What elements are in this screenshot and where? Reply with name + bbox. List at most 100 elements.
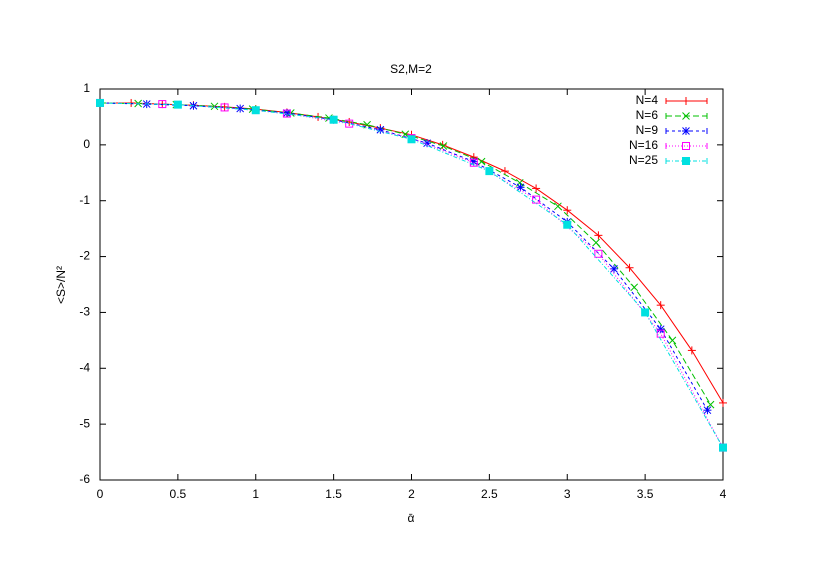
marker-square [682, 157, 690, 165]
marker-stroke [656, 325, 665, 334]
y-tick-label: 1 [83, 81, 90, 95]
y-tick-label: -3 [79, 305, 90, 319]
point [96, 98, 104, 107]
legend-marker [682, 157, 690, 165]
marker-square [656, 329, 665, 338]
y-axis-label: <S>/N² [54, 266, 68, 304]
marker-square [719, 443, 727, 452]
point [532, 195, 541, 204]
point [656, 325, 665, 334]
marker-stroke [477, 157, 486, 166]
point [439, 142, 448, 150]
marker-stroke [515, 178, 524, 187]
point [656, 301, 665, 310]
x-axis-label: ᾱ [408, 511, 415, 525]
y-tick-label: -1 [79, 193, 90, 207]
point [563, 206, 572, 215]
series-line [99, 102, 708, 411]
point [210, 102, 219, 111]
x-tick-label: 2.5 [481, 487, 498, 501]
point [719, 398, 727, 407]
point [594, 231, 603, 240]
marker-square [329, 115, 338, 124]
point [500, 167, 509, 176]
marker-square [682, 142, 690, 150]
marker-stroke [439, 142, 448, 150]
point [329, 115, 338, 124]
point [594, 249, 603, 258]
point [469, 158, 478, 167]
x-tick-label: 3 [564, 487, 571, 501]
marker-stroke [423, 139, 431, 148]
point [282, 109, 291, 118]
marker-square [173, 100, 182, 109]
marker-stroke [682, 112, 690, 120]
marker-square [251, 106, 260, 115]
series-line [99, 102, 711, 405]
marker-stroke [706, 400, 715, 409]
point [532, 184, 541, 193]
point [407, 135, 416, 144]
point [719, 443, 727, 452]
point [554, 202, 562, 211]
marker-stroke [236, 104, 245, 113]
marker-stroke [682, 127, 690, 135]
y-tick-label: -2 [79, 249, 90, 263]
marker-square [407, 135, 416, 144]
point [687, 346, 696, 355]
marker-stroke [592, 238, 600, 247]
y-tick-label: -4 [79, 360, 90, 374]
marker-square [96, 98, 104, 107]
point [625, 263, 634, 272]
marker-stroke [703, 406, 712, 415]
x-tick-label: 0 [97, 487, 104, 501]
legend-label: N=16 [629, 138, 658, 152]
point [423, 139, 432, 148]
point [251, 106, 260, 115]
marker-square [469, 158, 478, 167]
x-tick-label: 2 [408, 487, 415, 501]
legend-label: N=25 [629, 153, 658, 167]
legend-label: N=6 [636, 108, 659, 122]
point [630, 283, 639, 292]
chart-title: S2,M=2 [390, 62, 432, 76]
marker-stroke [210, 102, 219, 111]
legend-marker [682, 97, 690, 105]
x-tick-label: 3.5 [637, 487, 654, 501]
point [609, 264, 618, 273]
legend-marker [682, 127, 690, 135]
series-line [99, 102, 724, 448]
marker-stroke [516, 183, 525, 192]
legend-marker [682, 142, 690, 150]
legend-label: N=9 [636, 123, 659, 137]
marker-stroke [630, 283, 639, 292]
marker-stroke [376, 125, 385, 134]
point [485, 167, 494, 176]
y-tick-label: -6 [79, 472, 90, 486]
marker-square [220, 103, 229, 112]
marker-stroke [668, 336, 677, 345]
point [173, 100, 182, 109]
x-tick-label: 1 [252, 487, 259, 501]
marker-stroke [363, 120, 371, 129]
marker-square [594, 249, 603, 258]
point [656, 329, 665, 338]
point [563, 220, 572, 229]
legend-label: N=4 [636, 93, 659, 107]
point [641, 308, 650, 317]
marker-stroke [401, 130, 410, 139]
marker-stroke [283, 109, 291, 117]
marker-square [563, 220, 572, 229]
marker-stroke [554, 202, 562, 211]
x-tick-label: 4 [720, 487, 727, 501]
x-tick-label: 1.5 [325, 487, 342, 501]
point [220, 103, 229, 112]
point [592, 238, 600, 247]
point [477, 157, 486, 166]
marker-square [532, 195, 541, 204]
point [668, 336, 677, 345]
y-tick-label: 0 [83, 137, 90, 151]
marker-square [345, 119, 354, 128]
marker-square [485, 167, 494, 176]
